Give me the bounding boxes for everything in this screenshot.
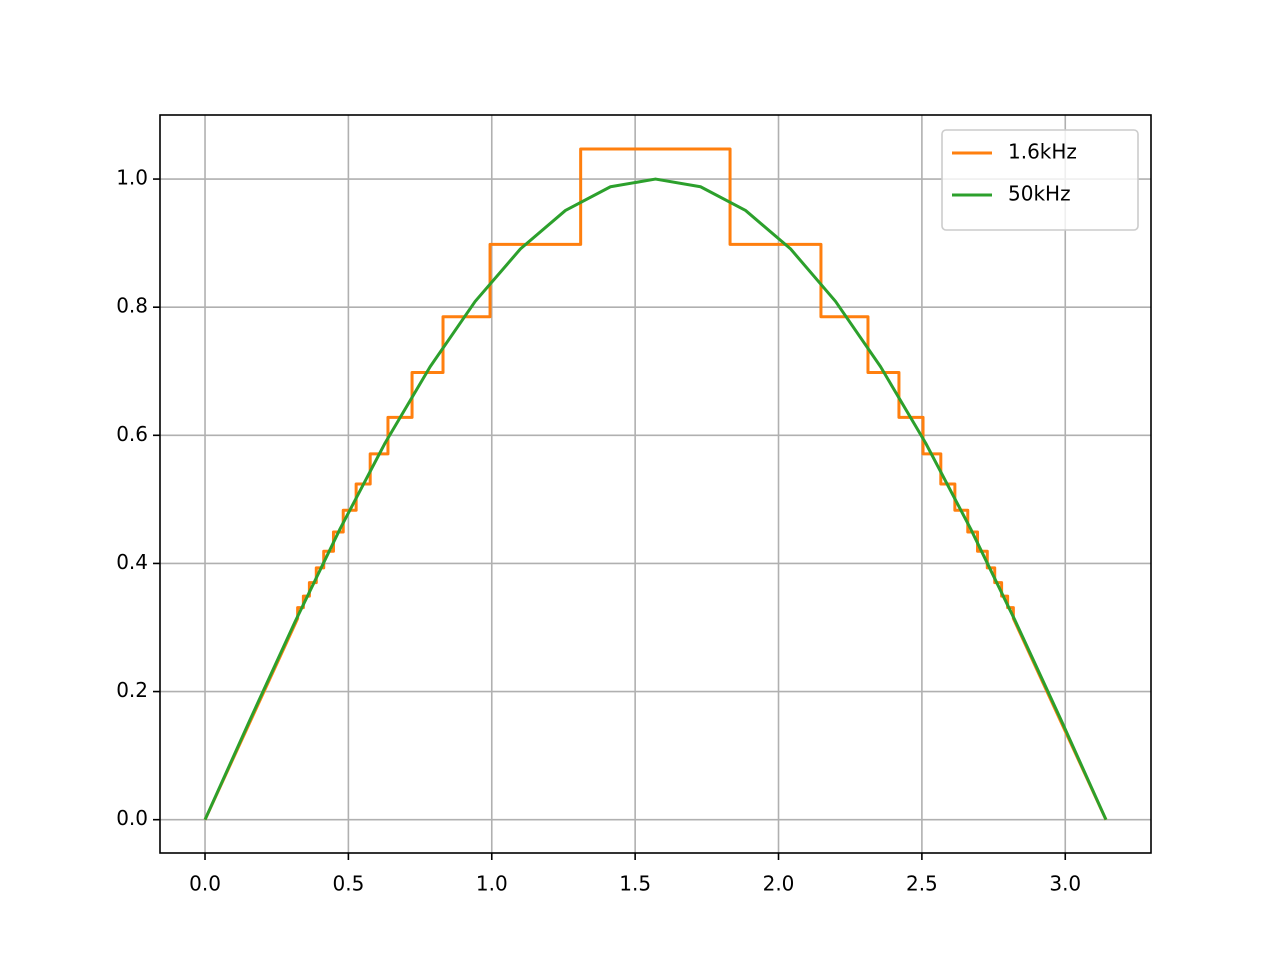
y-tick-label: 0.6 bbox=[116, 422, 148, 446]
legend-box bbox=[941, 129, 1139, 231]
data-line bbox=[203, 177, 1108, 821]
x-tick-label: 2.5 bbox=[906, 872, 938, 896]
legend-label: 50kHz bbox=[1008, 182, 1071, 206]
plot-frame bbox=[159, 114, 1152, 854]
legend-label: 1.6kHz bbox=[1008, 140, 1077, 164]
data-line bbox=[203, 147, 1108, 821]
y-tick-label: 0.8 bbox=[116, 294, 148, 318]
x-tick-label: 2.0 bbox=[763, 872, 795, 896]
y-tick-label: 0.0 bbox=[116, 806, 148, 830]
x-tick-label: 3.0 bbox=[1049, 872, 1081, 896]
y-tick-label: 1.0 bbox=[116, 166, 148, 190]
y-tick-label: 0.2 bbox=[116, 678, 148, 702]
y-tick-label: 0.4 bbox=[116, 550, 148, 574]
x-tick-label: 1.5 bbox=[619, 872, 651, 896]
x-tick-label: 0.5 bbox=[332, 872, 364, 896]
x-tick-label: 1.0 bbox=[476, 872, 508, 896]
x-tick-label: 0.0 bbox=[189, 872, 221, 896]
